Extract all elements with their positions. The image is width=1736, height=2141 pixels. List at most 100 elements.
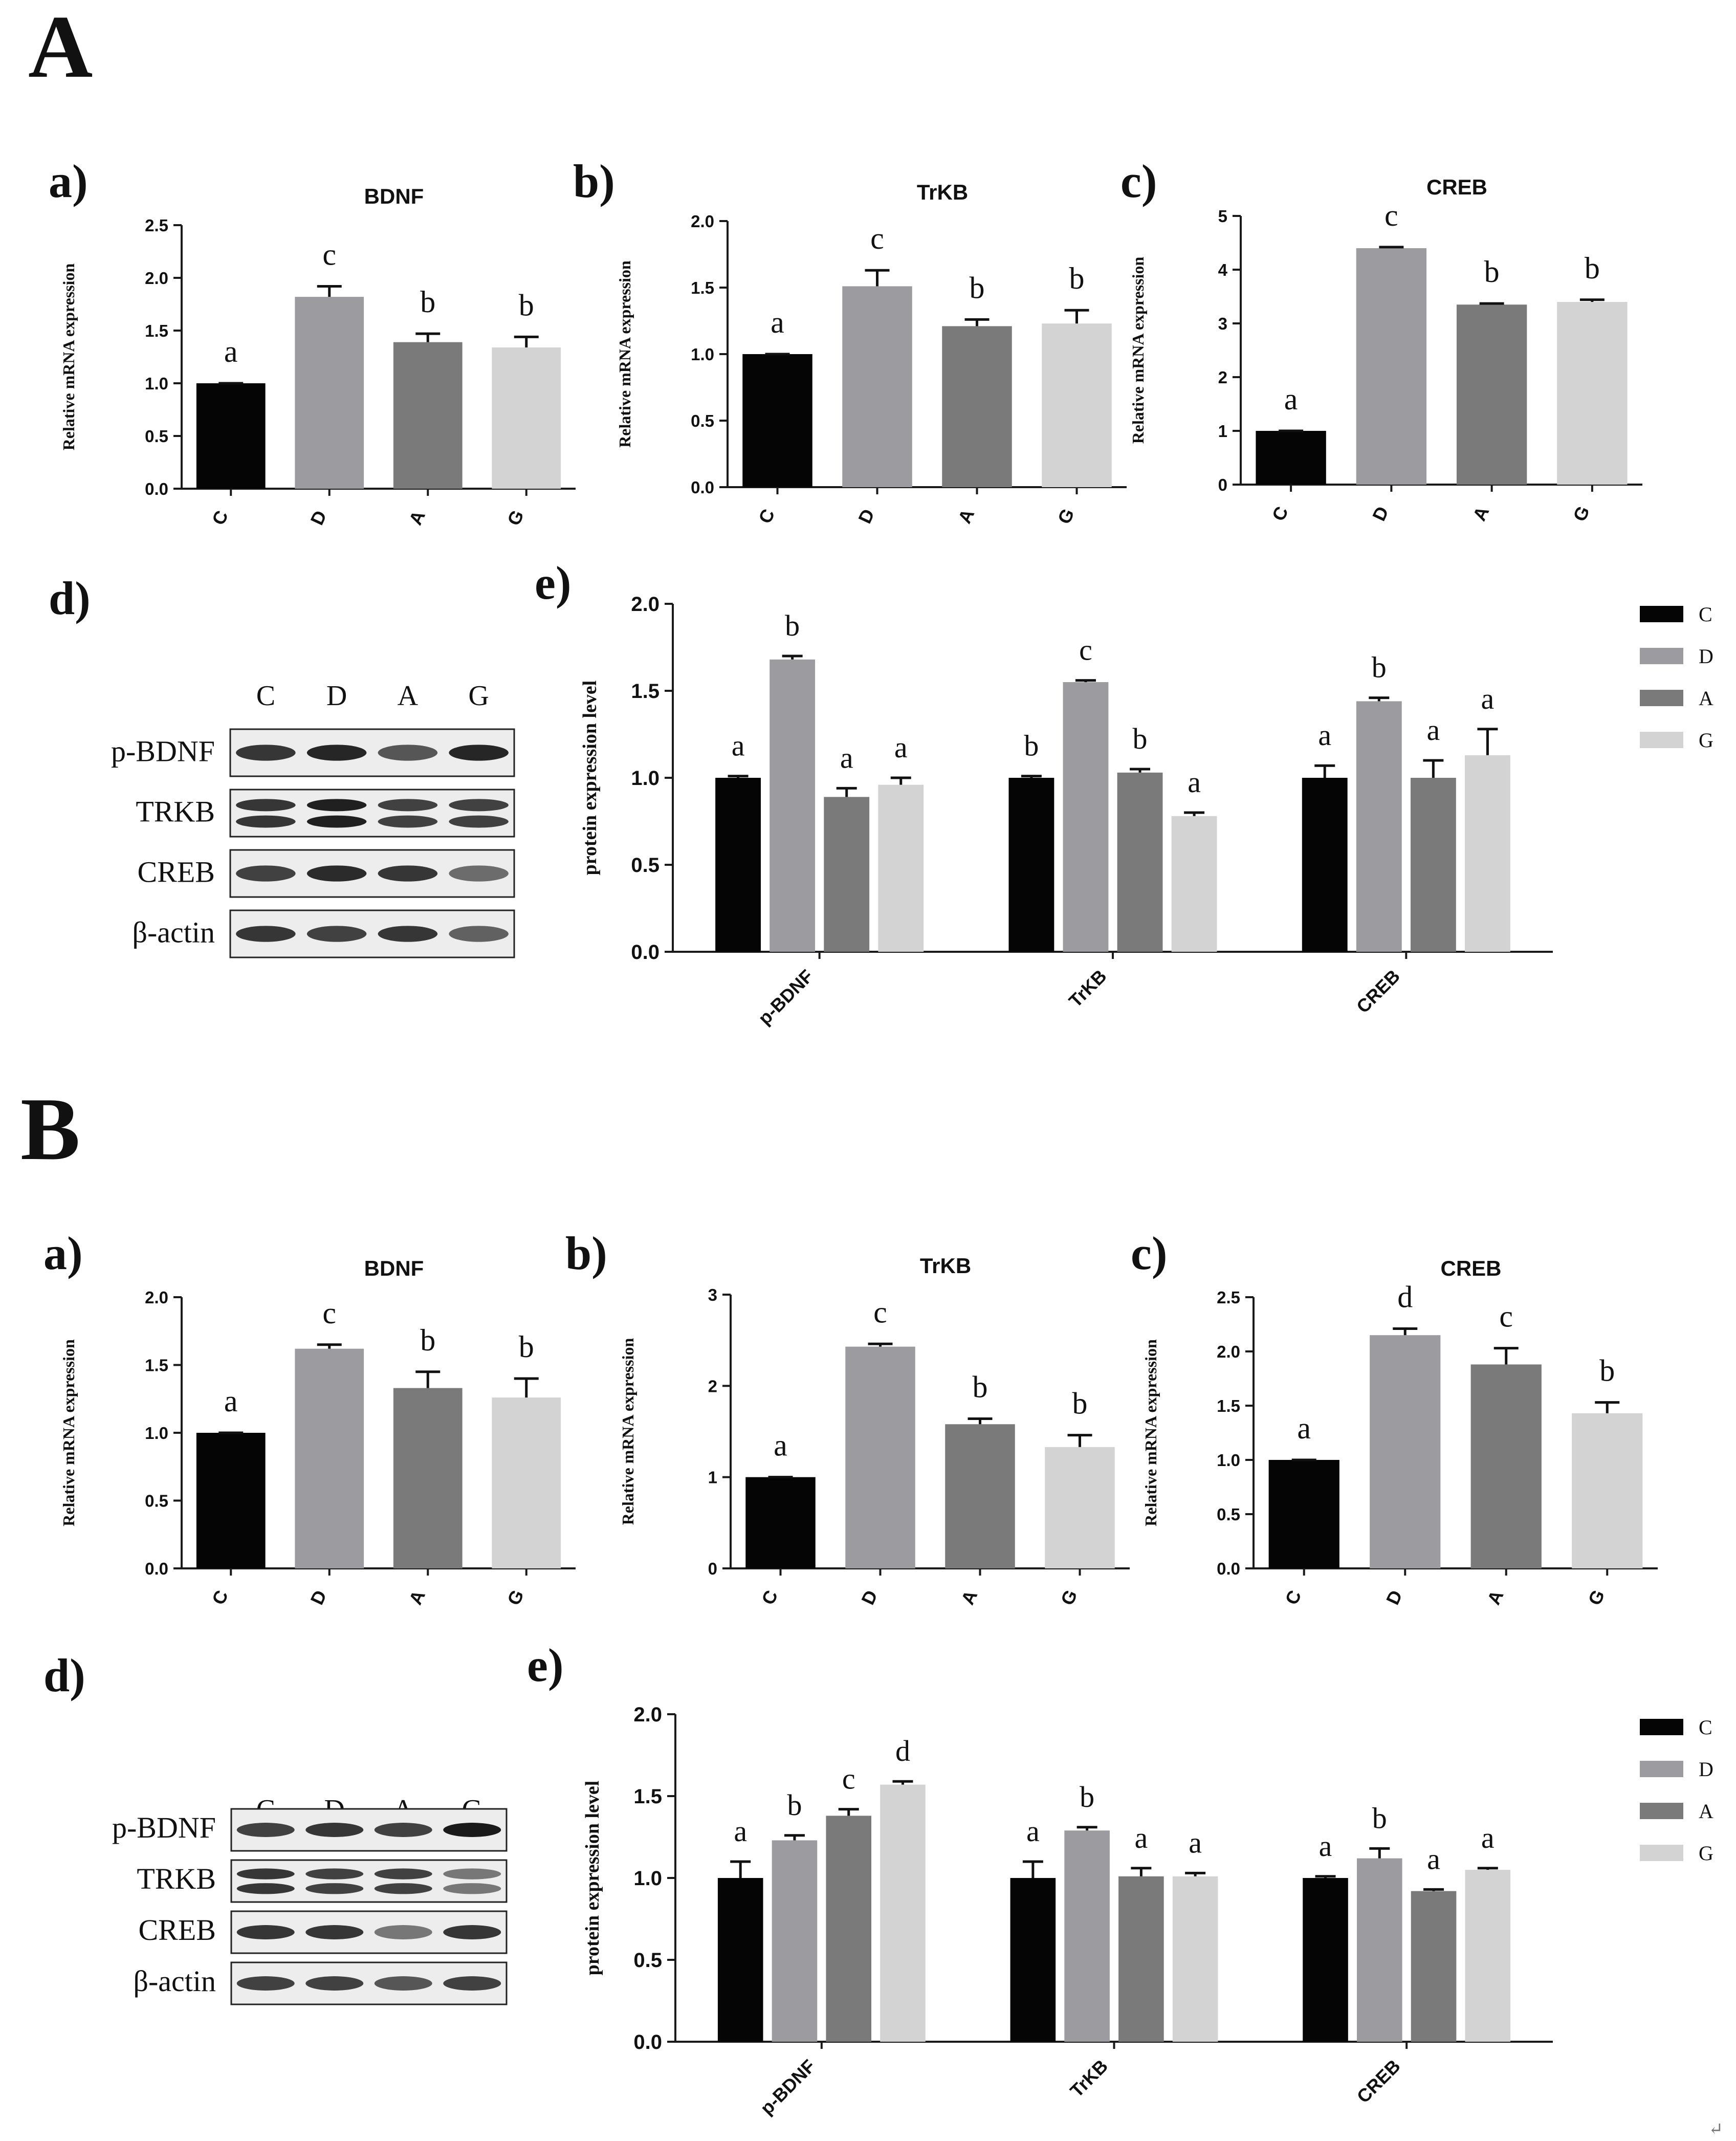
legend-swatch-D (1640, 1761, 1683, 1777)
significance-letter: a (840, 741, 853, 774)
bar-G (1465, 1870, 1511, 2042)
bar-G (1172, 1876, 1218, 2042)
bar-C (1303, 1878, 1348, 2042)
legend-swatch-G (1640, 1845, 1683, 1861)
blot-band (443, 1868, 501, 1880)
bar-C (745, 1477, 816, 1568)
section-label: B (20, 1079, 80, 1178)
bar-D (1064, 1830, 1110, 2042)
section-label: A (28, 0, 93, 96)
bar-D (1370, 1335, 1441, 1568)
significance-letter: a (774, 1429, 787, 1462)
blot-band (305, 1883, 364, 1894)
legend-label: G (1699, 729, 1713, 752)
bar-D (295, 1348, 364, 1568)
significance-letter: b (1080, 1780, 1094, 1814)
blot-row: β-actin (133, 1961, 508, 2005)
blot-band (374, 1976, 432, 1991)
blot-row: β-actin (132, 909, 515, 958)
panel-label: c) (1120, 155, 1157, 207)
significance-letter: c (870, 222, 884, 255)
significance-letter: a (1026, 1815, 1040, 1848)
y-tick-label: 0.0 (1217, 1559, 1240, 1578)
bar-G (1045, 1447, 1115, 1568)
y-axis-label: Relative mRNA expression (619, 1338, 637, 1525)
y-tick-label: 2.5 (145, 216, 168, 235)
significance-letter: b (1072, 1387, 1088, 1421)
x-tick-label: C (757, 1587, 782, 1608)
bar-C (1256, 431, 1326, 485)
bar-D (845, 1346, 915, 1568)
y-tick-label: 1.0 (631, 767, 660, 790)
significance-letter: b (1372, 1801, 1387, 1834)
blot-band (374, 1823, 432, 1837)
significance-letter: a (1189, 1826, 1202, 1859)
significance-letter: b (1599, 1354, 1615, 1388)
x-tick-label: D (1382, 1587, 1407, 1608)
legend-label: C (1699, 1716, 1712, 1739)
legend-swatch-A (1640, 690, 1683, 706)
blot-row: TRKB (137, 1859, 508, 1903)
lane-label: A (398, 680, 419, 712)
y-tick-label: 0.0 (691, 478, 714, 497)
significance-letter: b (1372, 651, 1387, 684)
y-tick-label: 1.5 (145, 1356, 168, 1375)
x-tick-label: G (1053, 505, 1079, 527)
significance-letter: a (224, 335, 238, 368)
bar-A (945, 1424, 1015, 1568)
blot-row-label: β-actin (133, 1964, 216, 1998)
blot-band (443, 1823, 501, 1837)
bar-A (1470, 1364, 1542, 1568)
y-tick-label: 1.5 (633, 1785, 662, 1808)
y-tick-label: 2 (708, 1377, 717, 1395)
lane-label: C (256, 680, 275, 712)
blot-row: p-BDNF (112, 1808, 508, 1852)
y-tick-label: 0.5 (1217, 1505, 1240, 1524)
x-tick-label: A (405, 1587, 429, 1608)
mrna-chart-B-BDNF: a) BDNF Relative mRNA expression 0.0 0.5 1.0 1… (43, 1227, 576, 1608)
y-axis-label: Relative mRNA expression (1141, 1339, 1160, 1526)
y-tick-label: 0.5 (691, 411, 714, 430)
x-tick-label: A (405, 507, 429, 528)
blot-band (443, 1976, 501, 1991)
bar-C (1010, 1878, 1056, 2042)
blot-band (236, 1823, 295, 1837)
bar-G (492, 347, 561, 489)
significance-letter: b (1133, 722, 1148, 755)
bar-D (772, 1840, 818, 2042)
bar-A (1118, 1876, 1164, 2042)
bar-A (824, 797, 870, 952)
y-tick-label: 1.5 (631, 680, 660, 703)
bar-G (1557, 302, 1628, 485)
bar-D (1063, 682, 1109, 952)
blot-band (306, 926, 367, 942)
significance-letter: c (873, 1295, 887, 1329)
blot-band (443, 1883, 501, 1894)
mrna-chart-A-CREB: c) CREB Relative mRNA expression 0 1 2 3 4 5 a Cc D… (1120, 155, 1642, 525)
legend-swatch-G (1640, 732, 1683, 748)
blot-band (236, 815, 296, 828)
legend-label: A (1699, 1800, 1713, 1823)
bar-A (1117, 772, 1163, 952)
x-tick-label: A (1483, 1587, 1507, 1608)
significance-letter: d (895, 1734, 910, 1767)
x-tick-label: CREB (1353, 2056, 1404, 2107)
x-tick-label: G (503, 507, 528, 529)
bar-A (826, 1816, 872, 2042)
bar-G (1171, 816, 1217, 952)
blot-band (236, 745, 296, 761)
y-tick-label: 1 (708, 1468, 717, 1487)
bar-C (1008, 778, 1054, 952)
x-tick-label: C (1268, 503, 1292, 524)
y-tick-label: 0.0 (633, 2031, 662, 2053)
y-tick-label: 2.5 (1217, 1288, 1240, 1307)
bar-A (393, 342, 463, 489)
y-tick-label: 0.0 (631, 941, 660, 964)
x-tick-label: A (1468, 503, 1493, 524)
panel-label: e) (535, 557, 571, 609)
blot-row-label: p-BDNF (111, 735, 215, 768)
significance-letter: a (1426, 713, 1440, 747)
x-tick-label: D (306, 1587, 331, 1608)
y-tick-label: 1.0 (633, 1867, 662, 1890)
